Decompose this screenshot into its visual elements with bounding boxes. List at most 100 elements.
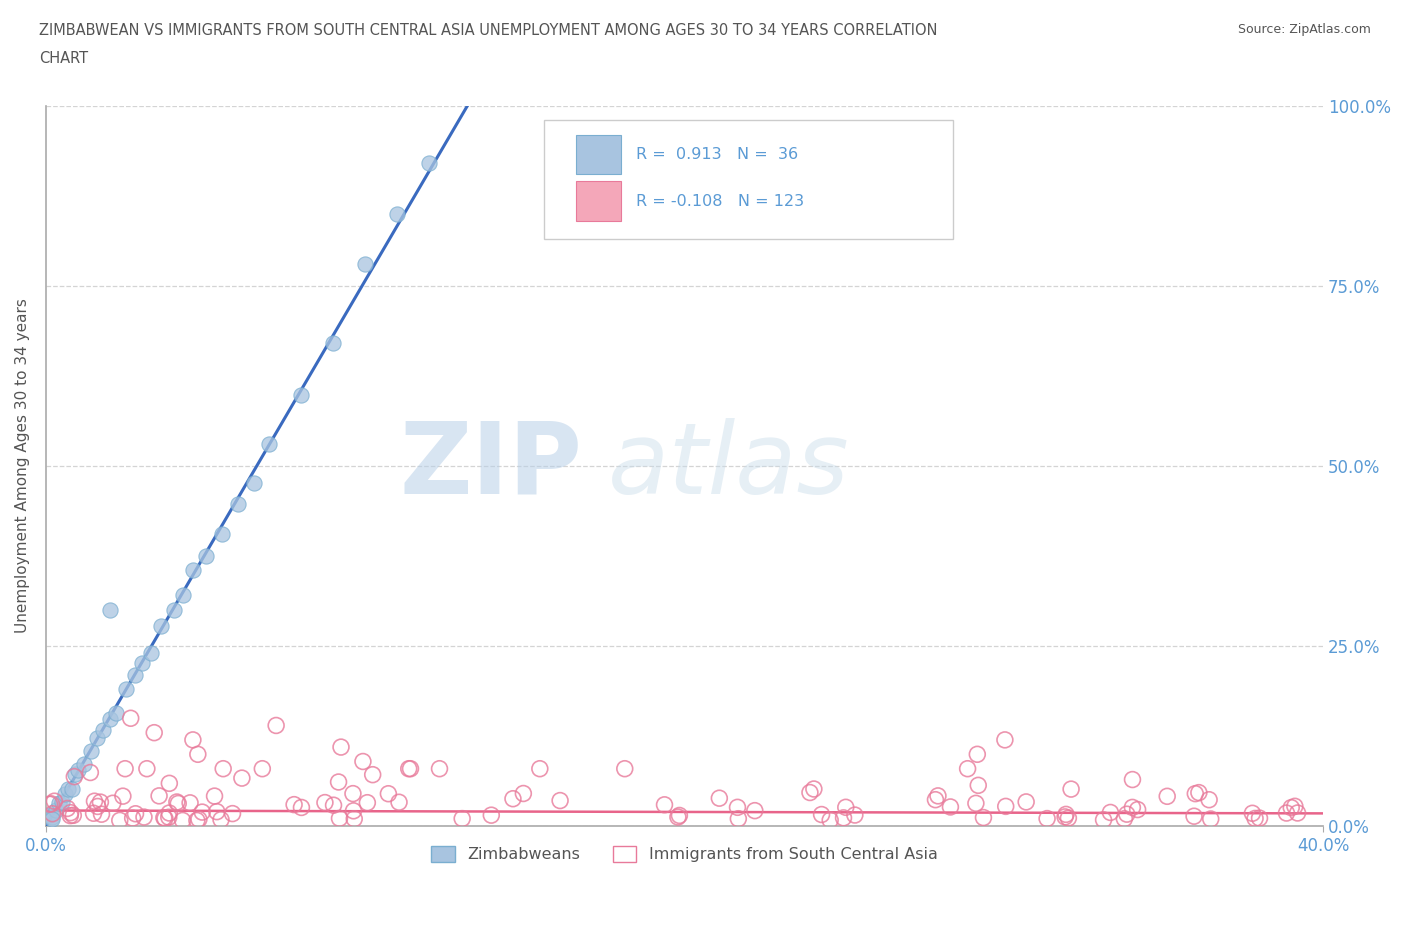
Point [51, 795, 73, 810]
Point [1099, 805, 1122, 820]
Point [89, 794, 111, 809]
Point [101, 796, 124, 811]
Point [166, 794, 188, 809]
Point [709, 790, 731, 805]
Point [114, 762, 136, 777]
Point [41, 812, 63, 827]
Point [1092, 813, 1115, 828]
Text: atlas: atlas [607, 418, 849, 514]
Point [283, 797, 305, 812]
Point [451, 811, 474, 826]
Point [1286, 805, 1309, 820]
Point [398, 762, 420, 777]
Point [41, 810, 63, 825]
Point [205, 804, 228, 819]
Point [186, 813, 208, 828]
Point [135, 762, 157, 777]
Point [172, 588, 194, 603]
Point [818, 813, 841, 828]
Point [44, 793, 66, 808]
Point [1249, 811, 1271, 826]
Point [385, 206, 408, 221]
Point [114, 682, 136, 697]
Point [191, 804, 214, 819]
Point [613, 762, 636, 777]
Point [149, 618, 172, 633]
Text: Source: ZipAtlas.com: Source: ZipAtlas.com [1237, 23, 1371, 36]
Point [1156, 789, 1178, 804]
Point [179, 795, 201, 810]
Point [181, 563, 204, 578]
Point [212, 762, 235, 777]
Point [181, 733, 204, 748]
Point [1057, 811, 1080, 826]
Point [252, 762, 274, 777]
Point [1036, 811, 1059, 826]
Point [83, 793, 105, 808]
Point [73, 756, 96, 771]
FancyBboxPatch shape [576, 181, 620, 221]
Point [654, 797, 676, 812]
Point [727, 811, 749, 826]
Point [479, 808, 502, 823]
Point [377, 786, 399, 801]
Point [1182, 809, 1205, 824]
Point [63, 769, 86, 784]
Point [1126, 803, 1149, 817]
Point [48, 796, 70, 811]
FancyBboxPatch shape [544, 120, 953, 239]
Point [79, 765, 101, 780]
Point [744, 804, 766, 818]
Point [322, 335, 344, 350]
Point [90, 806, 112, 821]
Point [259, 437, 281, 452]
Point [231, 771, 253, 786]
Point [1115, 806, 1137, 821]
Point [172, 813, 194, 828]
Point [41, 796, 63, 811]
Point [799, 785, 821, 800]
Point [939, 800, 962, 815]
Point [131, 656, 153, 671]
Point [157, 810, 180, 825]
Point [45, 803, 67, 817]
Point [41, 806, 63, 821]
Point [356, 795, 378, 810]
Point [38, 807, 60, 822]
Point [328, 775, 350, 790]
Point [187, 812, 209, 827]
Point [59, 808, 82, 823]
Text: ZIP: ZIP [399, 418, 582, 514]
Point [124, 667, 146, 682]
Point [58, 781, 80, 796]
Point [167, 796, 190, 811]
Point [163, 602, 186, 617]
Point [322, 798, 344, 813]
Point [98, 711, 121, 726]
Point [111, 789, 134, 804]
Point [153, 810, 176, 825]
Point [226, 496, 249, 511]
Point [98, 603, 121, 618]
Point [429, 762, 451, 777]
Point [1241, 805, 1264, 820]
Point [835, 800, 858, 815]
Point [63, 766, 86, 781]
Point [1054, 807, 1077, 822]
Point [204, 789, 226, 804]
Point [330, 739, 353, 754]
Point [548, 793, 571, 808]
Point [157, 805, 180, 820]
Point [187, 747, 209, 762]
Point [965, 796, 987, 811]
Point [1244, 811, 1267, 826]
Point [1188, 785, 1211, 800]
Point [803, 781, 825, 796]
Point [1054, 809, 1077, 824]
Point [290, 800, 312, 815]
Point [62, 808, 84, 823]
Point [83, 805, 105, 820]
Point [529, 762, 551, 777]
Text: ZIMBABWEAN VS IMMIGRANTS FROM SOUTH CENTRAL ASIA UNEMPLOYMENT AMONG AGES 30 TO 3: ZIMBABWEAN VS IMMIGRANTS FROM SOUTH CENT… [39, 23, 938, 38]
Point [1198, 792, 1220, 807]
